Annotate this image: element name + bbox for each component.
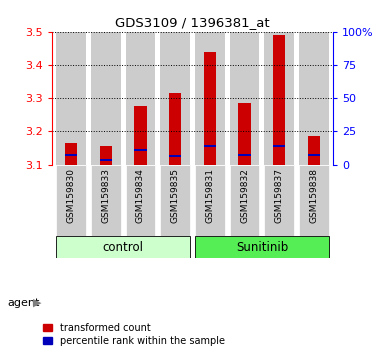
Bar (65, 143, 77, 165)
Bar (134, 149, 147, 150)
Bar (161, 32, 190, 165)
Bar (308, 136, 320, 165)
Text: GSM159832: GSM159832 (240, 168, 249, 223)
Bar (273, 35, 285, 165)
Bar (91, 165, 121, 236)
Bar (195, 32, 224, 165)
Bar (195, 165, 224, 236)
Text: GSM159837: GSM159837 (275, 168, 284, 223)
Text: GSM159834: GSM159834 (136, 168, 145, 223)
Bar (100, 159, 112, 161)
Bar (100, 146, 112, 165)
Bar (56, 32, 86, 165)
Bar (230, 32, 259, 165)
Text: GSM159838: GSM159838 (310, 168, 318, 223)
Text: GSM159831: GSM159831 (205, 168, 214, 223)
Text: GSM159830: GSM159830 (67, 168, 75, 223)
Legend: transformed count, percentile rank within the sample: transformed count, percentile rank withi… (44, 323, 225, 346)
Text: Sunitinib: Sunitinib (236, 241, 288, 254)
Bar (91, 32, 121, 165)
Bar (56, 165, 86, 236)
Bar (264, 32, 294, 165)
Bar (299, 32, 329, 165)
Text: agent: agent (8, 298, 40, 308)
Bar (273, 145, 285, 147)
Bar (299, 165, 329, 236)
Bar (134, 107, 147, 165)
Bar (169, 155, 181, 157)
Title: GDS3109 / 1396381_at: GDS3109 / 1396381_at (115, 16, 270, 29)
Bar (195, 236, 329, 258)
Bar (65, 154, 77, 155)
Bar (204, 145, 216, 147)
Bar (56, 236, 190, 258)
Text: ▶: ▶ (33, 298, 41, 308)
Text: GSM159833: GSM159833 (101, 168, 110, 223)
Bar (238, 103, 251, 165)
Bar (161, 165, 190, 236)
Bar (264, 165, 294, 236)
Bar (126, 165, 155, 236)
Text: GSM159835: GSM159835 (171, 168, 180, 223)
Bar (204, 52, 216, 165)
Bar (169, 93, 181, 165)
Bar (126, 32, 155, 165)
Bar (230, 165, 259, 236)
Bar (238, 154, 251, 155)
Bar (308, 154, 320, 155)
Text: control: control (103, 241, 144, 254)
